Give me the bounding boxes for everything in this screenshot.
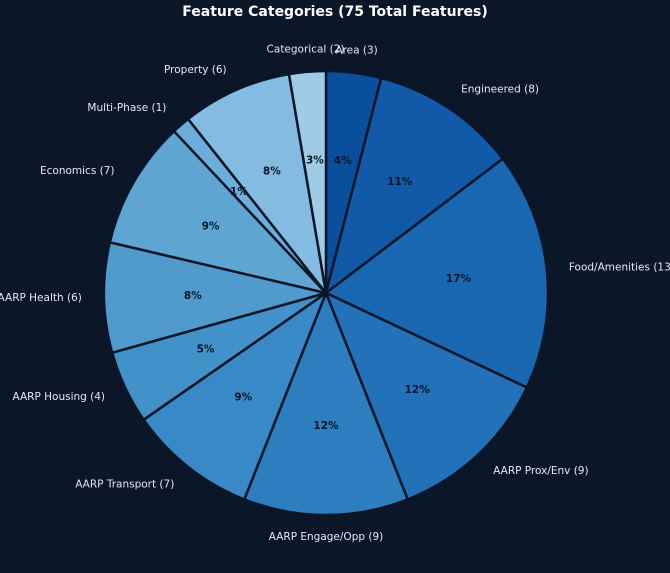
slice-percent-label: 1% (230, 186, 248, 198)
slice-category-label: Property (6) (164, 64, 227, 76)
pie-slice (186, 72, 328, 295)
pie-slice (102, 241, 328, 354)
slice-percent-label: 9% (234, 391, 252, 403)
pie-slice (287, 69, 328, 295)
slice-category-label: AARP Health (6) (0, 292, 82, 304)
slice-percent-label: 4% (334, 155, 352, 167)
slice-category-label: Economics (7) (40, 165, 115, 177)
slice-category-label: AARP Transport (7) (75, 478, 174, 490)
pie-slice (324, 76, 505, 295)
pie-slice (142, 291, 328, 501)
slice-category-label: Engineered (8) (461, 84, 539, 96)
pie-slice (324, 157, 550, 389)
slice-category-label: Area (3) (335, 45, 377, 57)
slice-percent-label: 8% (263, 165, 281, 177)
chart-title: Feature Categories (75 Total Features) (182, 4, 488, 20)
slice-percent-label: 9% (202, 220, 220, 232)
slice-category-label: Categorical (2) (267, 44, 345, 56)
slice-percent-label: 3% (306, 154, 324, 166)
slice-percent-label: 11% (387, 176, 413, 188)
slice-category-label: AARP Prox/Env (9) (493, 465, 588, 477)
pie-slice (243, 291, 409, 517)
slice-percent-label: 12% (405, 384, 431, 396)
slice-percent-label: 17% (446, 273, 472, 285)
slice-category-label: AARP Engage/Opp (9) (269, 531, 383, 543)
slice-category-label: AARP Housing (4) (13, 391, 106, 403)
pie-slice (108, 129, 328, 295)
slice-percent-label: 8% (184, 290, 202, 302)
slice-category-label: Food/Amenities (13) (569, 261, 670, 273)
slice-percent-label: 5% (197, 344, 215, 356)
pie-slice (324, 291, 529, 501)
slice-percent-label: 12% (313, 420, 339, 432)
slice-category-label: Multi-Phase (1) (87, 102, 166, 114)
